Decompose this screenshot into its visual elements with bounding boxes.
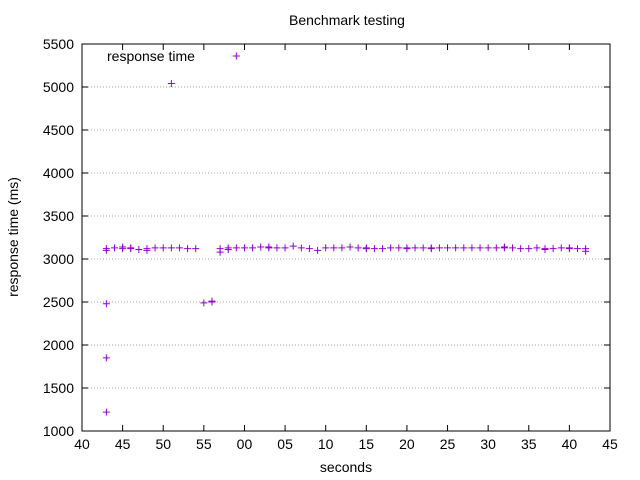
data-point bbox=[192, 245, 200, 253]
data-point bbox=[167, 244, 175, 252]
data-point bbox=[419, 244, 427, 252]
data-point bbox=[476, 244, 484, 252]
x-tick-label: 00 bbox=[237, 436, 253, 452]
data-point bbox=[370, 245, 378, 253]
y-tick-label: 3000 bbox=[43, 251, 74, 267]
data-point bbox=[533, 244, 541, 252]
data-point bbox=[492, 244, 500, 252]
x-tick-label: 50 bbox=[155, 436, 171, 452]
data-point bbox=[297, 244, 305, 252]
x-tick-label: 20 bbox=[399, 436, 415, 452]
grid bbox=[82, 86, 610, 389]
data-point bbox=[362, 244, 370, 252]
data-point bbox=[338, 244, 346, 252]
data-point bbox=[582, 245, 590, 253]
data-point bbox=[102, 354, 110, 362]
y-tick-label: 5500 bbox=[43, 36, 74, 52]
data-point bbox=[257, 243, 265, 251]
data-point bbox=[435, 244, 443, 252]
data-point bbox=[500, 243, 508, 251]
y-tick-label: 1500 bbox=[43, 380, 74, 396]
data-point bbox=[468, 244, 476, 252]
x-tick-label: 15 bbox=[359, 436, 375, 452]
x-axis-label: seconds bbox=[320, 459, 372, 475]
data-point bbox=[167, 80, 175, 88]
data-point bbox=[444, 244, 452, 252]
data-point bbox=[427, 244, 435, 252]
data-point bbox=[411, 244, 419, 252]
x-tick-label: 05 bbox=[277, 436, 293, 452]
data-point bbox=[452, 244, 460, 252]
data-point bbox=[541, 245, 549, 253]
data-point bbox=[387, 244, 395, 252]
data-point bbox=[216, 245, 224, 253]
y-tick-label: 1000 bbox=[43, 423, 74, 439]
y-tick-label: 4500 bbox=[43, 122, 74, 138]
data-point bbox=[265, 243, 273, 251]
data-point bbox=[395, 244, 403, 252]
x-tick-label: 45 bbox=[115, 436, 131, 452]
data-point bbox=[232, 244, 240, 252]
data-point bbox=[379, 245, 387, 253]
data-points bbox=[102, 52, 590, 416]
data-point bbox=[110, 244, 118, 252]
data-point bbox=[119, 245, 127, 253]
data-point bbox=[249, 244, 257, 252]
data-point bbox=[322, 244, 330, 252]
data-point bbox=[273, 244, 281, 252]
data-point bbox=[143, 245, 151, 253]
data-point bbox=[484, 244, 492, 252]
legend-label: response time bbox=[107, 48, 195, 64]
data-point bbox=[175, 244, 183, 252]
data-point bbox=[151, 244, 159, 252]
plot-frame bbox=[81, 43, 611, 432]
data-point bbox=[289, 242, 297, 250]
data-point bbox=[517, 245, 525, 253]
x-tick-label: 55 bbox=[196, 436, 212, 452]
data-point bbox=[281, 244, 289, 252]
data-point bbox=[208, 297, 216, 305]
data-point bbox=[102, 245, 110, 253]
x-tick-label: 25 bbox=[440, 436, 456, 452]
data-point bbox=[574, 245, 582, 253]
data-point bbox=[557, 244, 565, 252]
data-point bbox=[346, 243, 354, 251]
data-point bbox=[135, 246, 143, 254]
data-point bbox=[184, 245, 192, 253]
data-point bbox=[403, 244, 411, 252]
data-point bbox=[460, 244, 468, 252]
chart-title: Benchmark testing bbox=[289, 12, 405, 28]
data-point bbox=[102, 300, 110, 308]
data-point bbox=[102, 408, 110, 416]
x-tick-label: 30 bbox=[480, 436, 496, 452]
x-tick-label: 40 bbox=[562, 436, 578, 452]
data-point bbox=[330, 244, 338, 252]
data-point bbox=[127, 245, 135, 253]
data-point bbox=[159, 244, 167, 252]
data-point bbox=[565, 244, 573, 252]
ticks: 1000150020002500300035004000450050005500… bbox=[43, 36, 618, 452]
data-point bbox=[200, 299, 208, 307]
y-tick-label: 4000 bbox=[43, 165, 74, 181]
data-point bbox=[314, 246, 322, 254]
data-point bbox=[549, 245, 557, 253]
x-tick-label: 35 bbox=[521, 436, 537, 452]
data-point bbox=[305, 245, 313, 253]
x-tick-label: 40 bbox=[74, 436, 90, 452]
y-tick-label: 3500 bbox=[43, 208, 74, 224]
data-point bbox=[525, 245, 533, 253]
data-point bbox=[224, 244, 232, 252]
y-tick-label: 2500 bbox=[43, 294, 74, 310]
y-tick-label: 2000 bbox=[43, 337, 74, 353]
data-point bbox=[509, 244, 517, 252]
data-point bbox=[354, 244, 362, 252]
y-axis-label: response time (ms) bbox=[5, 177, 21, 297]
x-tick-label: 10 bbox=[318, 436, 334, 452]
y-tick-label: 5000 bbox=[43, 79, 74, 95]
data-point bbox=[240, 244, 248, 252]
x-tick-label: 45 bbox=[602, 436, 618, 452]
data-point bbox=[232, 52, 240, 60]
